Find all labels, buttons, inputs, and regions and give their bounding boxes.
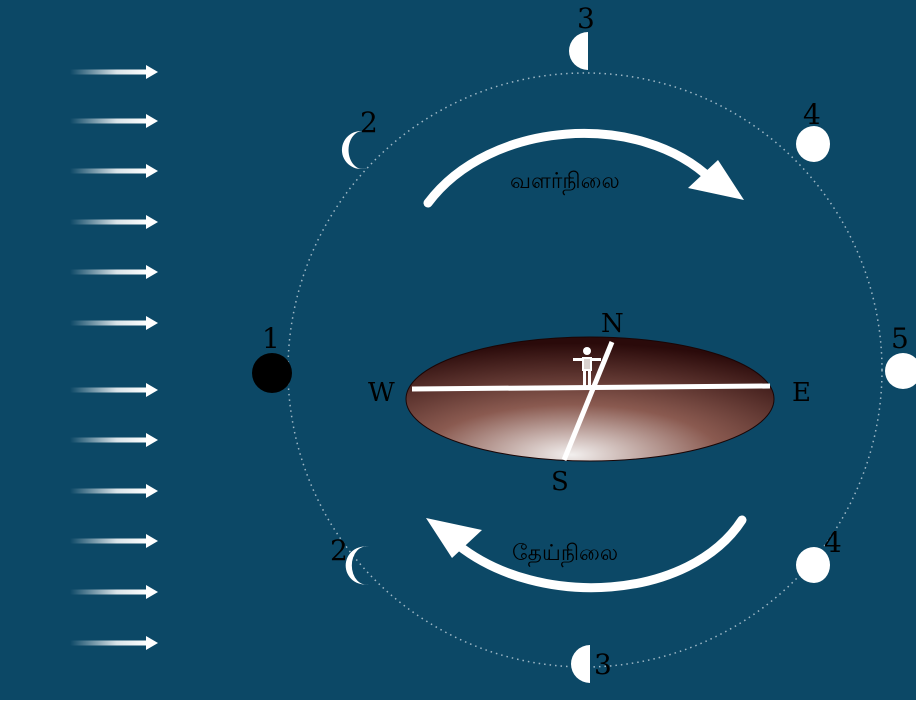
waxing-arrowhead-icon <box>688 160 744 200</box>
moon-waxing-crescent: 2 <box>341 106 378 170</box>
moon-last-quarter: 3 <box>571 645 612 683</box>
person-icon <box>573 347 601 386</box>
sunlight-arrow-icon <box>70 636 158 650</box>
sunlight-arrow-icon <box>70 585 158 599</box>
moon-full: 5 <box>885 322 916 389</box>
sunlight-arrow-icon <box>70 484 158 498</box>
moon-new-label: 1 <box>262 322 280 355</box>
moon-first-quarter-label: 3 <box>577 2 595 35</box>
moon-full-label: 5 <box>891 322 909 355</box>
moon-waxing-crescent-label: 2 <box>360 106 378 139</box>
waxing-arrow <box>423 129 717 208</box>
waning-label: தேய்நிலை <box>512 541 618 567</box>
west-label: W <box>368 378 395 408</box>
moon-waxing-gibbous-label: 4 <box>803 98 821 131</box>
sunlight-arrow-icon <box>70 316 158 330</box>
north-label: N <box>601 309 624 339</box>
sunlight-arrow-icon <box>70 265 158 279</box>
south-label: S <box>551 467 569 497</box>
east-label: E <box>792 378 811 408</box>
waning-arrow <box>453 515 747 593</box>
moon-waning-crescent-label: 2 <box>330 534 348 567</box>
bottom-edge <box>0 700 916 709</box>
orbit-circle <box>287 72 883 668</box>
waning-arrowhead-icon <box>426 518 482 558</box>
north-south-line <box>561 341 615 461</box>
moon-new: 1 <box>252 322 292 393</box>
moon-waxing-gibbous: 4 <box>796 98 830 162</box>
moon-last-quarter-label: 3 <box>594 648 612 681</box>
waxing-label: வளர்நிலை <box>510 169 620 195</box>
sunlight-arrow-icon <box>70 65 158 79</box>
sunlight-arrow-icon <box>70 433 158 447</box>
sunlight-arrow-icon <box>70 164 158 178</box>
moon-waning-gibbous-label: 4 <box>824 526 842 559</box>
sunlight-arrow-icon <box>70 215 158 229</box>
moon-waning-gibbous: 4 <box>796 526 842 583</box>
sunlight-arrow-icon <box>70 114 158 128</box>
sunlight-arrows <box>70 65 158 650</box>
moon-waning-crescent: 2 <box>330 534 369 585</box>
moon-first-quarter: 3 <box>569 2 595 70</box>
sunlight-arrow-icon <box>70 383 158 397</box>
sunlight-arrow-icon <box>70 534 158 548</box>
